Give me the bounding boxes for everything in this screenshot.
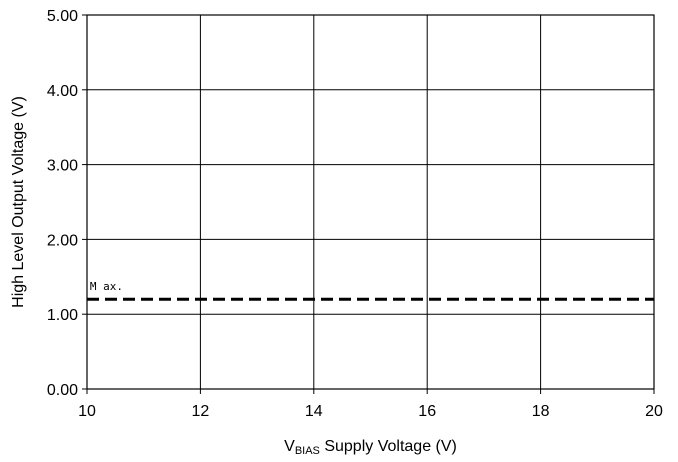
y-tick-label: 3.00 xyxy=(47,158,78,175)
x-tick-label: 14 xyxy=(305,403,323,420)
x-axis-title: VBIAS Supply Voltage (V) xyxy=(284,438,457,457)
x-axis-title-subscript: BIAS xyxy=(295,445,320,457)
x-tick-labels: 10 12 14 16 18 20 xyxy=(78,403,663,420)
y-tick-label: 5.00 xyxy=(47,8,78,25)
x-tick-label: 10 xyxy=(78,403,96,420)
grid-lines xyxy=(82,14,655,394)
plot-frame xyxy=(86,14,655,390)
x-tick-label: 18 xyxy=(532,403,550,420)
y-tick-label: 2.00 xyxy=(47,232,78,249)
y-tick-labels: 0.00 1.00 2.00 3.00 4.00 5.00 xyxy=(47,8,78,399)
x-tick-label: 12 xyxy=(192,403,210,420)
x-tick-label: 20 xyxy=(645,403,663,420)
y-tick-label: 4.00 xyxy=(47,83,78,100)
annotations: M ax. xyxy=(90,280,123,293)
x-axis-title-rest: Supply Voltage (V) xyxy=(320,438,457,455)
annotation-label: M ax. xyxy=(90,280,123,293)
y-tick-label: 1.00 xyxy=(47,307,78,324)
y-axis-title: High Level Output Voltage (V) xyxy=(10,96,27,308)
x-tick-label: 16 xyxy=(418,403,436,420)
x-axis-title-main: V xyxy=(284,438,295,455)
y-tick-label: 0.00 xyxy=(47,382,78,399)
